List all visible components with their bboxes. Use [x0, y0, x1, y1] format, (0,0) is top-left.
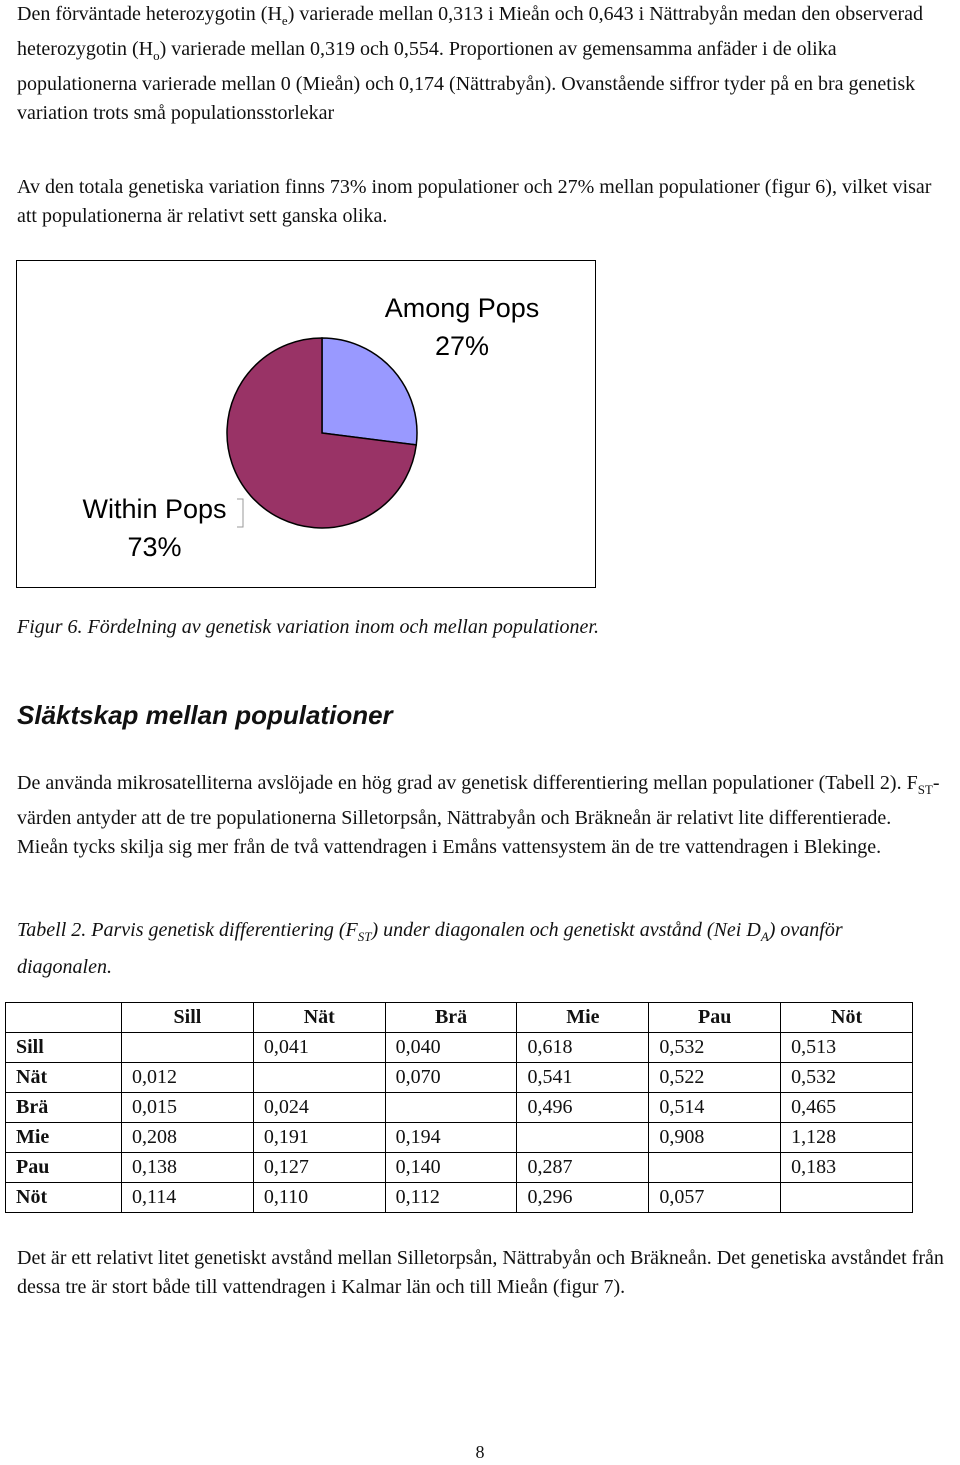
table-cell: 0,532 [780, 1062, 913, 1093]
table-row: Sill 0,041 0,040 0,618 0,532 0,513 [5, 1032, 913, 1063]
slice-label-within: Within Pops 73% [72, 490, 237, 566]
intro-paragraph-1: Den förväntade heterozygotin (He) varier… [17, 3, 924, 124]
pie-chart: Among Pops 27% Within Pops 73% [16, 260, 596, 588]
table-cell: 0,522 [648, 1062, 782, 1093]
table-cell: 0,012 [121, 1062, 254, 1093]
table-cell: 0,112 [384, 1182, 518, 1213]
table-cell: 0,296 [516, 1182, 650, 1213]
table-cell: 0,183 [780, 1152, 913, 1183]
table-row: Nöt 0,114 0,110 0,112 0,296 0,057 [5, 1182, 913, 1213]
table-cell: 0,465 [780, 1092, 913, 1123]
within-leader-line [237, 498, 244, 528]
section-heading: Släktskap mellan populationer [17, 700, 393, 730]
table-cell: 0,057 [648, 1182, 782, 1213]
column-header: Nöt [780, 1002, 913, 1033]
pie-slice-within [226, 337, 418, 529]
differentiation-table: Sill Nät Brä Mie Pau Nöt Sill 0,041 0,040 0… [5, 1002, 913, 1213]
table-cell [516, 1122, 650, 1153]
page-number: 8 [475, 1442, 485, 1462]
table-cell: 0,532 [648, 1032, 782, 1063]
pie-slice-among [321, 337, 418, 446]
table-cell: 0,041 [252, 1032, 386, 1063]
table-cell [252, 1062, 386, 1093]
slice-label-among: Among Pops 27% [367, 289, 557, 365]
table-cell: 0,127 [252, 1152, 386, 1183]
table-caption: Tabell 2. Parvis genetisk differentierin… [17, 919, 843, 978]
column-header: Brä [384, 1002, 518, 1033]
table-cell: 0,514 [648, 1092, 782, 1123]
table-cell: 0,541 [516, 1062, 650, 1093]
table-row: Pau 0,138 0,127 0,140 0,287 0,183 [5, 1152, 913, 1183]
column-header: Nät [252, 1002, 386, 1033]
table-cell: 0,194 [384, 1122, 518, 1153]
section-paragraph: De använda mikrosatelliterna avslöjade e… [17, 772, 940, 858]
column-header: Pau [648, 1002, 782, 1033]
table-cell: 0,015 [121, 1092, 254, 1123]
row-header: Nöt [5, 1182, 122, 1213]
table-cell [121, 1032, 254, 1063]
table-cell: 0,070 [384, 1062, 518, 1093]
slice-label-among-name: Among Pops [384, 293, 540, 323]
intro-paragraph-2: Av den totala genetiska variation finns … [17, 176, 932, 227]
table-row: Brä 0,015 0,024 0,496 0,514 0,465 [5, 1092, 913, 1123]
table-cell: 0,114 [121, 1182, 254, 1213]
column-header: Sill [121, 1002, 254, 1033]
table-cell [780, 1182, 913, 1213]
table-cell: 0,024 [252, 1092, 386, 1123]
table-cell: 0,040 [384, 1032, 518, 1063]
table-cell: 0,138 [121, 1152, 254, 1183]
row-header: Sill [5, 1032, 122, 1063]
table-corner-cell [5, 1002, 122, 1033]
row-header: Brä [5, 1092, 122, 1123]
table-cell: 0,110 [252, 1182, 386, 1213]
column-header: Mie [516, 1002, 650, 1033]
pie-chart-svg [226, 337, 418, 529]
table-cell: 0,618 [516, 1032, 650, 1063]
closing-paragraph: Det är ett relativt litet genetiskt avst… [17, 1247, 944, 1298]
row-header: Nät [5, 1062, 122, 1093]
slice-label-within-percent: 73% [127, 532, 182, 562]
table-cell [648, 1152, 782, 1183]
table-header-row: Sill Nät Brä Mie Pau Nöt [5, 1002, 913, 1033]
table-cell: 1,128 [780, 1122, 913, 1153]
table-cell: 0,191 [252, 1122, 386, 1153]
table-cell: 0,208 [121, 1122, 254, 1153]
table-row: Nät 0,012 0,070 0,541 0,522 0,532 [5, 1062, 913, 1093]
table-cell: 0,496 [516, 1092, 650, 1123]
table-cell: 0,140 [384, 1152, 518, 1183]
table-cell: 0,287 [516, 1152, 650, 1183]
row-header: Mie [5, 1122, 122, 1153]
table-cell: 0,513 [780, 1032, 913, 1063]
row-header: Pau [5, 1152, 122, 1183]
slice-label-within-name: Within Pops [82, 494, 227, 524]
table-cell [384, 1092, 518, 1123]
slice-label-among-percent: 27% [434, 331, 490, 361]
table-cell: 0,908 [648, 1122, 782, 1153]
table-row: Mie 0,208 0,191 0,194 0,908 1,128 [5, 1122, 913, 1153]
figure-caption: Figur 6. Fördelning av genetisk variatio… [17, 616, 599, 638]
